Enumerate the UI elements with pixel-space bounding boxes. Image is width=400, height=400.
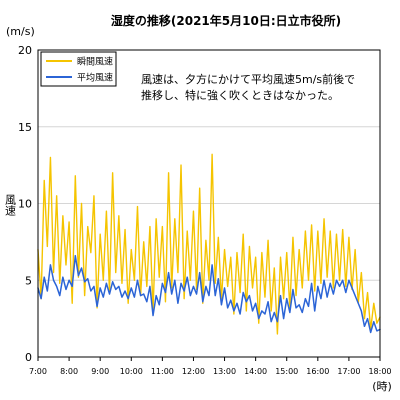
y-tick-label: 20 [18,44,32,57]
legend-box [40,51,117,87]
x-tick-label: 18:00 [368,367,391,376]
y-tick-label: 5 [25,274,32,287]
chart-title: 湿度の推移(2021年5月10日:日立市役所) [111,13,341,28]
annotation-line: 風速は、夕方にかけて平均風速5m/s前後で [141,72,355,86]
annotation-layer: 風速は、夕方にかけて平均風速5m/s前後で推移し、特に強く吹くときはなかった。 [141,72,355,102]
y-axis-label: 風速 [4,194,17,216]
x-tick-label: 13:00 [213,367,236,376]
x-tick-label: 12:00 [182,367,205,376]
x-tick-label: 11:00 [151,367,174,376]
x-axis-unit: (時) [372,380,392,393]
x-tick-label: 17:00 [337,367,360,376]
x-tick-label: 8:00 [60,367,78,376]
plot-frame [37,49,381,358]
x-tick-label: 14:00 [244,367,267,376]
x-tick-label: 7:00 [29,367,47,376]
y-tick-label: 10 [18,198,32,211]
annotation-text: 風速は、夕方にかけて平均風速5m/s前後で推移し、特に強く吹くときはなかった。 [141,72,355,102]
annotation-line: 推移し、特に強く吹くときはなかった。 [141,88,339,102]
axis-layer: 0 5 10 15 20 7:00 8:00 9:00 10:00 11:00 12:00 13:00… [4,44,392,376]
series-average-wind-line [37,254,381,334]
legend-label-instant-wind: 瞬間風速 [77,56,113,68]
series-layer [37,153,381,335]
y-tick-label: 15 [18,121,32,134]
legend-label-average-wind: 平均風速 [77,72,113,84]
x-tick-label: 9:00 [91,367,109,376]
x-tick-label: 16:00 [306,367,329,376]
x-tick-label: 10:00 [120,367,143,376]
x-tick-label: 15:00 [275,367,298,376]
series-instant-wind-line [37,153,381,335]
y-tick-label: 0 [25,351,32,364]
y-axis-unit: (m/s) [6,25,35,38]
